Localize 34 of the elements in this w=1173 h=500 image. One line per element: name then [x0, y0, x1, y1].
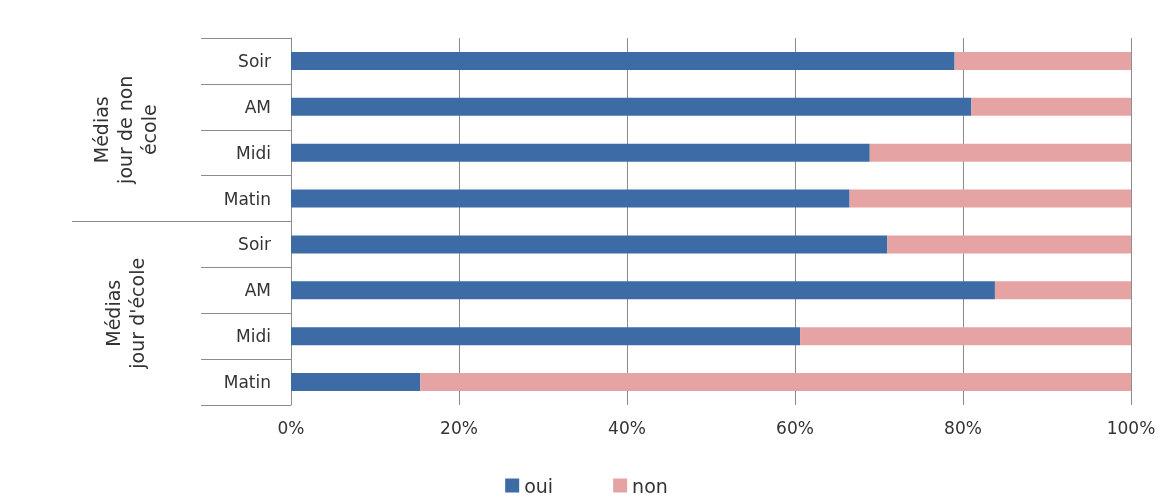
bar — [994, 281, 1131, 300]
bar — [291, 51, 955, 70]
x-tick-label: 40% — [608, 417, 646, 438]
y-tick-label: AM — [244, 96, 271, 117]
bar — [869, 143, 1131, 162]
bar — [971, 97, 1131, 116]
x-tick-label: 80% — [944, 417, 982, 438]
bar — [800, 327, 1131, 346]
x-tick-label: 60% — [776, 417, 814, 438]
bar — [420, 373, 1131, 392]
bar — [291, 235, 888, 254]
y-tick-label: Soir — [238, 234, 272, 255]
x-tick-label: 0% — [277, 417, 305, 438]
legend-label: oui — [524, 474, 554, 497]
bar — [291, 373, 421, 392]
y-tick-label: Matin — [223, 188, 271, 209]
bar — [291, 281, 995, 300]
y-tick-label: Midi — [236, 142, 271, 163]
y-tick-label: Midi — [236, 326, 271, 347]
bar — [887, 235, 1131, 254]
text: Médias jour d'école — [102, 257, 148, 370]
text: Médias jour de non école — [90, 75, 160, 185]
y-tick-label: AM — [244, 280, 271, 301]
y-tick-label: Soir — [238, 50, 272, 71]
bar — [291, 143, 870, 162]
bar — [954, 51, 1131, 70]
y-tick-label: Matin — [223, 372, 271, 393]
x-tick-label: 100% — [1106, 417, 1156, 438]
bar — [291, 327, 801, 346]
bar — [291, 97, 972, 116]
x-tick-label: 20% — [440, 417, 478, 438]
bar — [291, 189, 850, 208]
legend-label: non — [632, 474, 668, 497]
bar — [849, 189, 1131, 208]
